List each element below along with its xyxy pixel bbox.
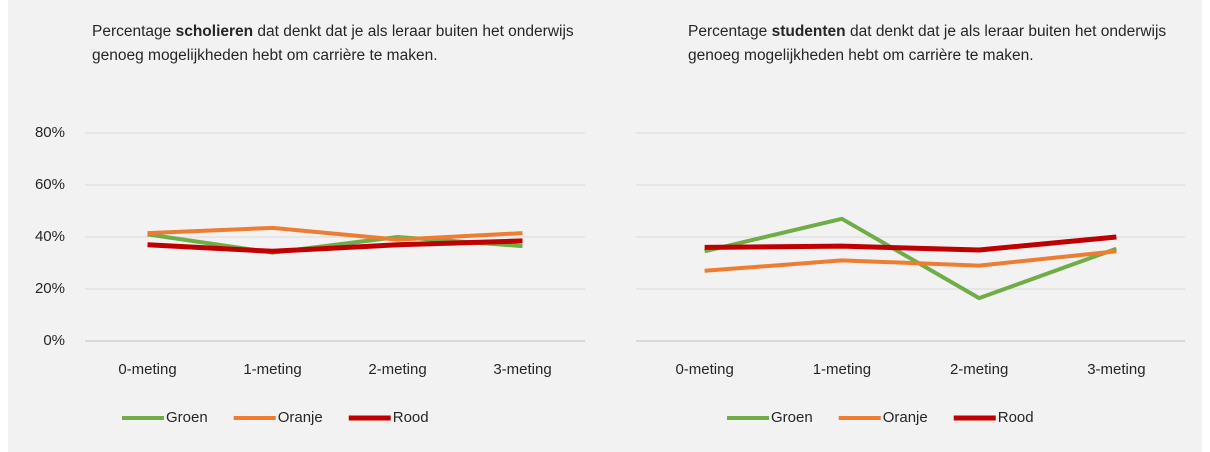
x-tick-label: 3-meting: [493, 361, 551, 378]
legend-label: Groen: [166, 409, 208, 426]
line-series: [704, 216, 1118, 301]
x-tick-label: 2-meting: [368, 361, 426, 378]
line-series: [147, 238, 523, 254]
x-tick-label: 1-meting: [243, 361, 301, 378]
x-tick-label: 1-meting: [813, 361, 871, 378]
x-tick-label: 2-meting: [950, 361, 1008, 378]
y-tick-label: 40%: [35, 228, 65, 245]
line-series: [704, 234, 1117, 253]
title-text: Percentage: [92, 23, 176, 40]
chart-title: Percentage scholieren dat denkt dat je a…: [92, 20, 582, 68]
legend-label: Rood: [393, 409, 429, 426]
title-text: dat denkt dat je als leraar buiten het o…: [688, 23, 1167, 64]
x-tick-label: 0-meting: [675, 361, 733, 378]
line-series: [704, 249, 1117, 273]
y-tick-label: 20%: [35, 280, 65, 297]
line-series: [147, 225, 523, 242]
chart-title: Percentage studenten dat denkt dat je al…: [688, 20, 1178, 68]
y-tick-label: 60%: [35, 176, 65, 193]
x-tick-label: 0-meting: [118, 361, 176, 378]
title-bold: scholieren: [175, 23, 254, 40]
legend-label: Groen: [771, 409, 813, 426]
title-bold: studenten: [771, 23, 846, 40]
background: [8, 0, 1202, 452]
y-tick-label: 0%: [43, 332, 65, 349]
x-tick-label: 3-meting: [1087, 361, 1145, 378]
legend-label: Rood: [998, 409, 1034, 426]
legend-label: Oranje: [883, 409, 928, 426]
title-text: Percentage: [688, 23, 772, 40]
y-tick-label: 80%: [35, 124, 65, 141]
title-text: dat denkt dat je als leraar buiten het o…: [92, 23, 574, 64]
legend-label: Oranje: [278, 409, 323, 426]
